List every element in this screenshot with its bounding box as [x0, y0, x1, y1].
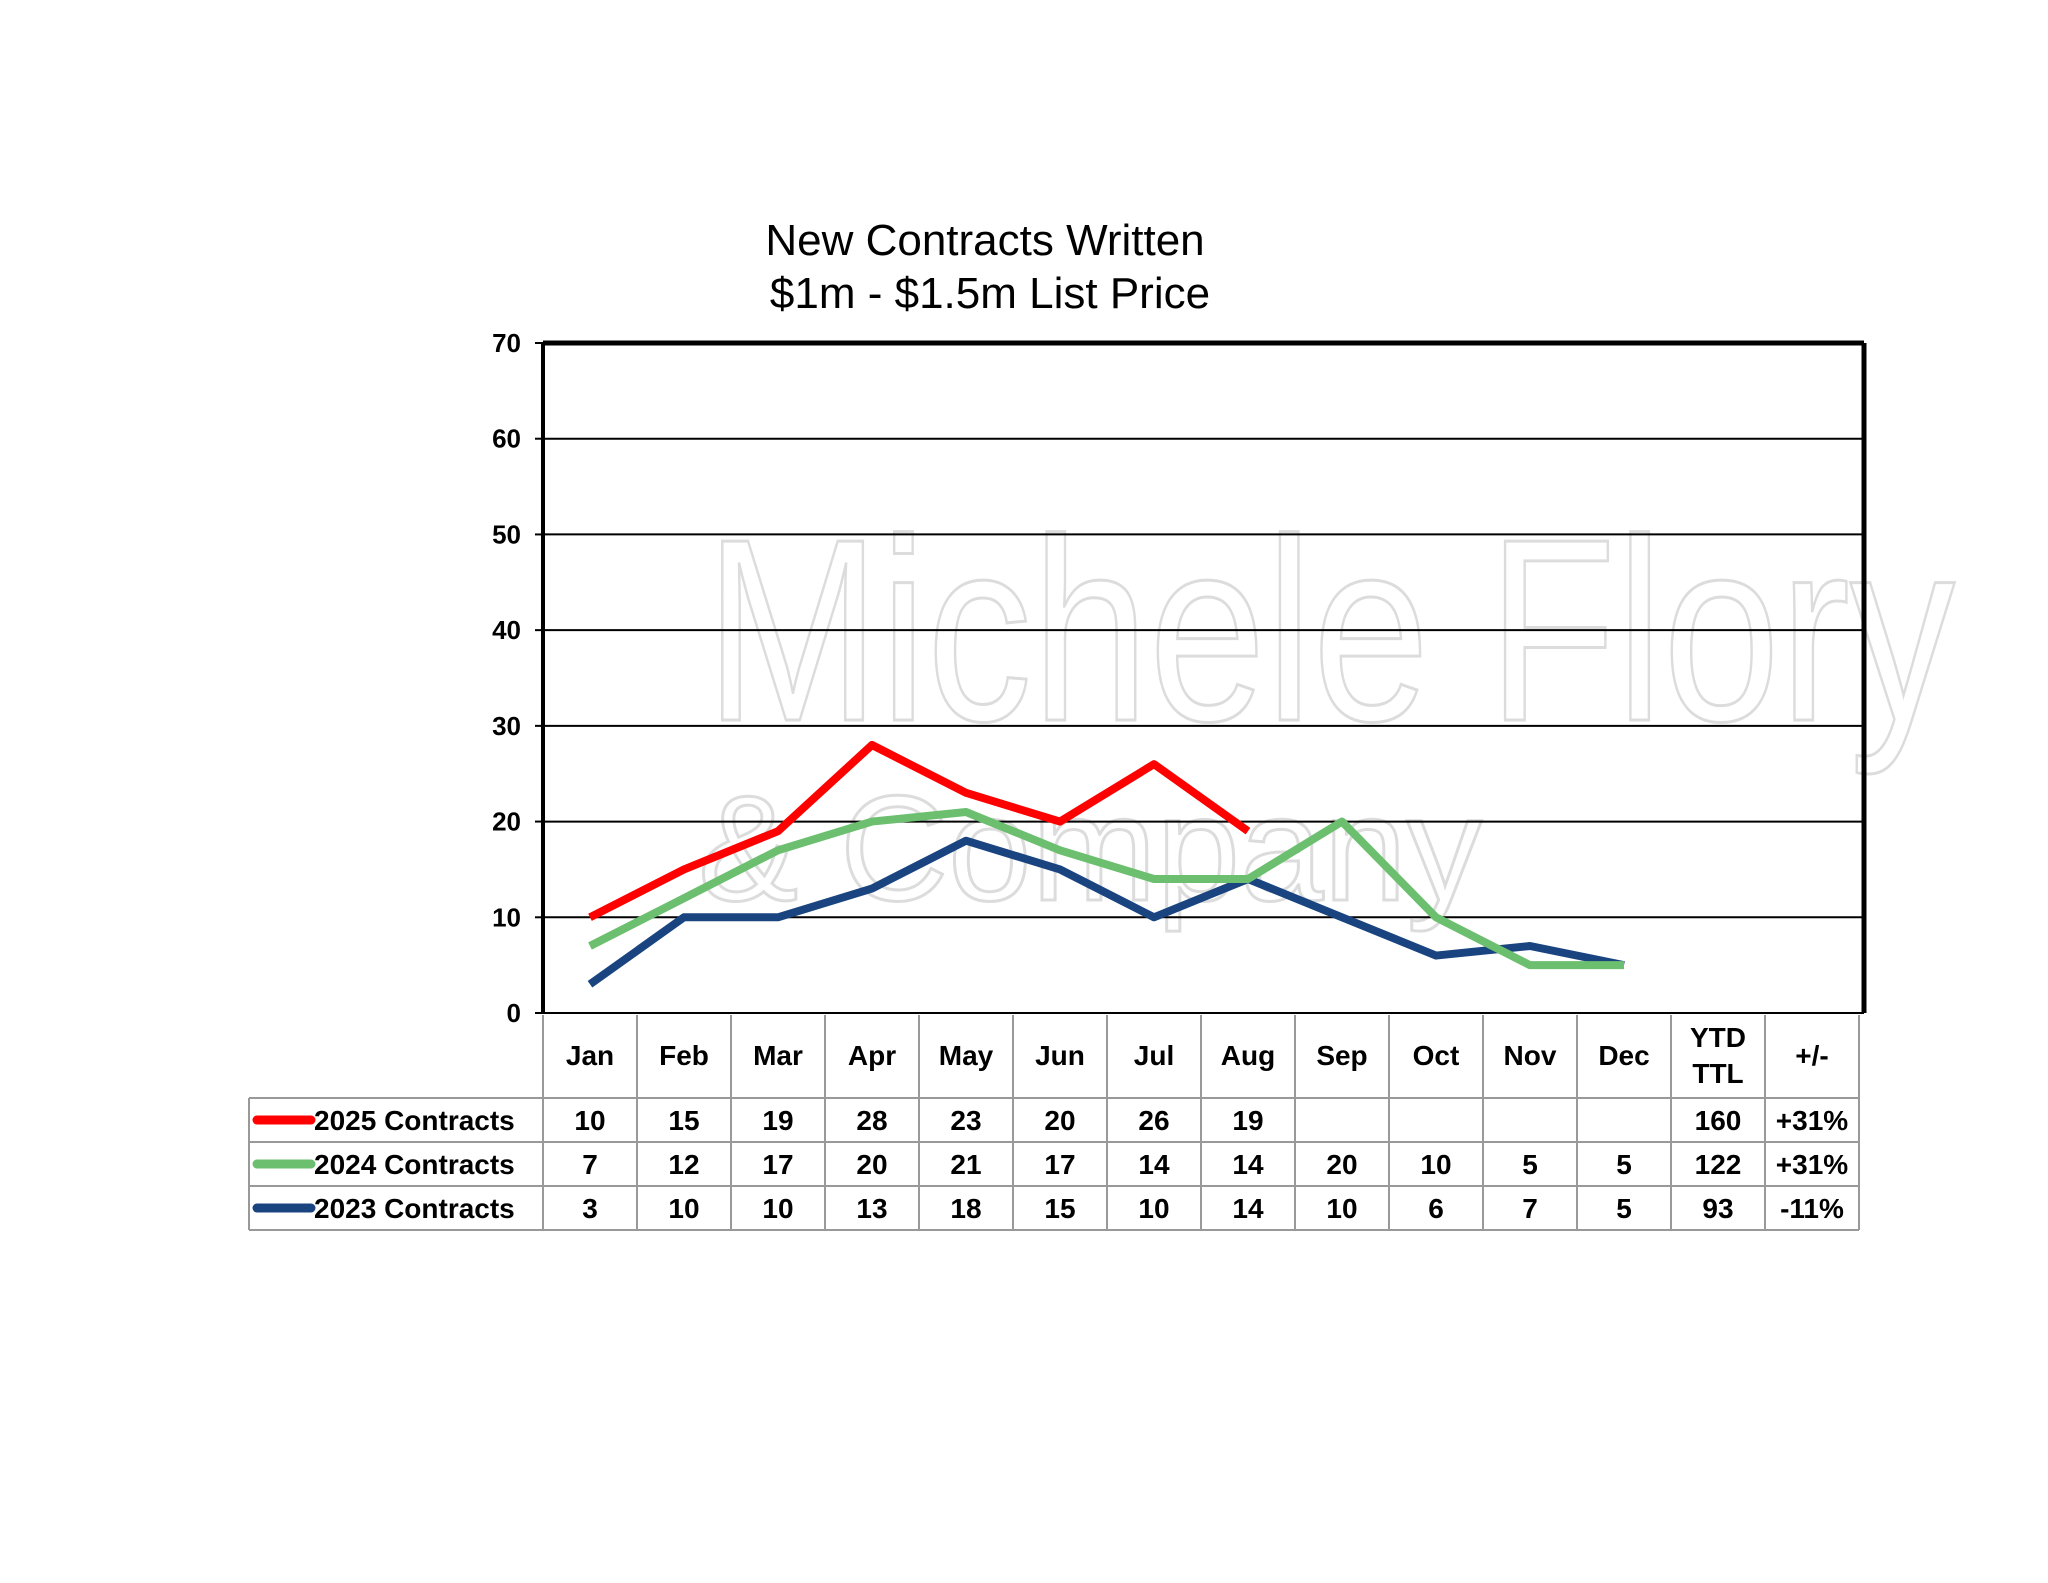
change-value-2024-contracts: +31%: [1776, 1149, 1848, 1180]
y-tick-label: 30: [492, 711, 521, 741]
legend-label-2024-contracts: 2024 Contracts: [314, 1149, 515, 1180]
change-header: +/-: [1795, 1040, 1828, 1071]
data-label: 10: [1138, 1193, 1169, 1224]
legend-label-2023-contracts: 2023 Contracts: [314, 1193, 515, 1224]
data-label: 13: [856, 1193, 887, 1224]
ytd-header-line-2: TTL: [1692, 1058, 1743, 1089]
data-label: 19: [762, 1105, 793, 1136]
series-line-2024-contracts: [588, 808, 1624, 970]
data-label: 5: [1616, 1149, 1632, 1180]
data-label: 3: [582, 1193, 598, 1224]
data-label: 28: [856, 1105, 887, 1136]
category-label: Jul: [1134, 1040, 1174, 1071]
data-label: 17: [1044, 1149, 1075, 1180]
data-label: 17: [762, 1149, 793, 1180]
data-label: 6: [1428, 1193, 1444, 1224]
data-label: 21: [950, 1149, 981, 1180]
category-label: Aug: [1221, 1040, 1275, 1071]
data-label: 10: [668, 1193, 699, 1224]
data-label: 14: [1138, 1149, 1170, 1180]
data-label: 10: [1420, 1149, 1451, 1180]
data-table: Jan Feb Mar Apr May Jun Jul Aug Sep Oct Nov Dec YTD T…: [248, 1015, 1860, 1231]
data-label: 7: [582, 1149, 598, 1180]
category-label: Mar: [753, 1040, 803, 1071]
series-line-2025-contracts: [588, 741, 1251, 921]
ytd-header-line-1: YTD: [1690, 1022, 1746, 1053]
svg-text:Michele Flory: Michele Flory: [705, 486, 1955, 777]
ytd-total-2023-contracts: 93: [1702, 1193, 1733, 1224]
data-label: 23: [950, 1105, 981, 1136]
data-label: 10: [574, 1105, 605, 1136]
ytd-total-2025-contracts: 160: [1695, 1105, 1742, 1136]
category-label: Sep: [1316, 1040, 1367, 1071]
data-label: 20: [856, 1149, 887, 1180]
category-label: Dec: [1598, 1040, 1649, 1071]
category-label: Jan: [566, 1040, 614, 1071]
data-label: 26: [1138, 1105, 1169, 1136]
y-tick-label: 70: [492, 328, 521, 358]
y-tick-label: 40: [492, 615, 521, 645]
data-label: 15: [1044, 1193, 1075, 1224]
category-label: Nov: [1504, 1040, 1557, 1071]
legend-label-2025-contracts: 2025 Contracts: [314, 1105, 515, 1136]
change-value-2025-contracts: +31%: [1776, 1105, 1848, 1136]
plot-area: 0 10 20 30 40 50 60 70: [492, 328, 1867, 1028]
y-tick-label: 20: [492, 807, 521, 837]
y-tick-label: 10: [492, 902, 521, 932]
category-label: Jun: [1035, 1040, 1085, 1071]
data-label: 20: [1044, 1105, 1075, 1136]
data-label: 10: [762, 1193, 793, 1224]
chart-title-line-1: New Contracts Written: [765, 216, 1204, 265]
data-label: 12: [668, 1149, 699, 1180]
category-label: May: [939, 1040, 994, 1071]
data-label: 5: [1616, 1193, 1632, 1224]
data-label: 15: [668, 1105, 699, 1136]
y-tick-label: 60: [492, 424, 521, 454]
chart-title-line-2: $1m - $1.5m List Price: [770, 269, 1210, 318]
data-label: 19: [1232, 1105, 1263, 1136]
data-label: 5: [1522, 1149, 1538, 1180]
category-label: Oct: [1413, 1040, 1460, 1071]
data-label: 7: [1522, 1193, 1538, 1224]
change-value-2023-contracts: -11%: [1780, 1193, 1844, 1224]
y-tick-label: 50: [492, 519, 521, 549]
category-label: Apr: [848, 1040, 896, 1071]
data-label: 18: [950, 1193, 981, 1224]
series-line-2023-contracts: [587, 836, 1625, 988]
ytd-total-2024-contracts: 122: [1695, 1149, 1742, 1180]
category-label: Feb: [659, 1040, 709, 1071]
y-tick-label: 0: [507, 998, 521, 1028]
data-label: 20: [1326, 1149, 1357, 1180]
data-label: 14: [1232, 1193, 1264, 1224]
data-label: 10: [1326, 1193, 1357, 1224]
data-label: 14: [1232, 1149, 1264, 1180]
